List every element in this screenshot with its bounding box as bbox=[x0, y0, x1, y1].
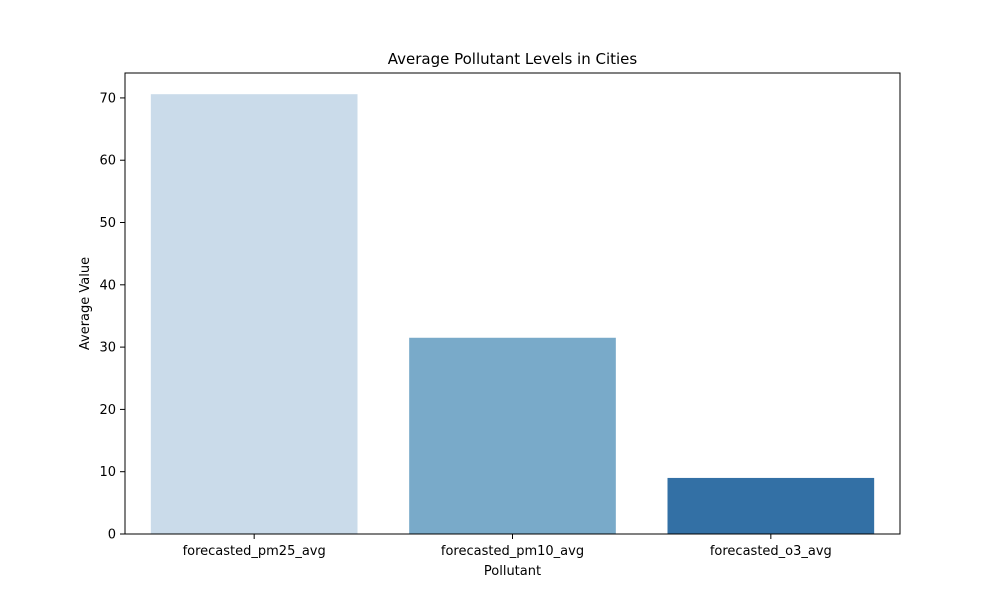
bar-forecasted_pm25_avg bbox=[150, 94, 358, 534]
bars-group bbox=[150, 94, 875, 534]
bar-forecasted_pm10_avg bbox=[409, 337, 616, 534]
x-axis-label: Pollutant bbox=[484, 564, 541, 579]
y-axis-label: Average Value bbox=[78, 257, 93, 350]
chart-title: Average Pollutant Levels in Cities bbox=[388, 50, 638, 68]
y-axis-ticks: 0 10 20 30 40 50 60 70 bbox=[99, 91, 125, 543]
x-tick-label: forecasted_pm25_avg bbox=[183, 544, 326, 559]
y-tick-label: 40 bbox=[99, 278, 116, 293]
x-tick-label: forecasted_o3_avg bbox=[710, 544, 832, 559]
y-tick-label: 60 bbox=[99, 154, 116, 169]
x-axis-ticks: forecasted_pm25_avg forecasted_pm10_avg fo… bbox=[183, 534, 832, 559]
y-tick-label: 30 bbox=[99, 341, 116, 356]
y-tick-label: 70 bbox=[99, 91, 116, 106]
plot-frame bbox=[124, 72, 901, 535]
y-tick-label: 0 bbox=[108, 528, 116, 543]
y-tick-label: 50 bbox=[99, 216, 116, 231]
y-tick-label: 20 bbox=[99, 403, 116, 418]
x-tick-label: forecasted_pm10_avg bbox=[441, 544, 584, 559]
bar-forecasted_o3_avg bbox=[667, 477, 875, 534]
y-tick-label: 10 bbox=[99, 465, 116, 480]
